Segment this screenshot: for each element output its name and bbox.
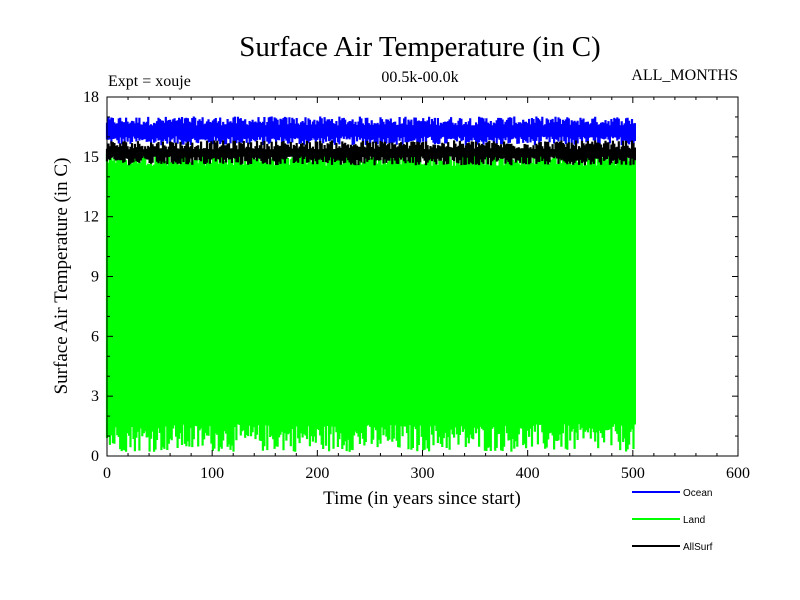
series-land (105, 147, 636, 452)
subtitle-left: Expt = xouje (108, 73, 191, 90)
legend-item-land: Land (632, 515, 705, 526)
legend-label: Ocean (683, 488, 712, 499)
x-tick-label: 200 (305, 465, 329, 482)
y-axis-label: Surface Air Temperature (in C) (51, 158, 72, 395)
plot-area (105, 116, 636, 452)
legend-item-ocean: Ocean (632, 488, 712, 499)
subtitle-center: 00.5k-00.0k (381, 69, 458, 86)
y-tick-label: 12 (83, 209, 99, 226)
x-tick-label: 300 (411, 465, 435, 482)
x-tick-label: 400 (516, 465, 540, 482)
subtitle-right: ALL_MONTHS (631, 67, 738, 84)
legend-label: AllSurf (683, 542, 713, 553)
series-ocean (105, 116, 636, 146)
x-axis-label: Time (in years since start) (323, 488, 521, 509)
series-trace-ocean (105, 116, 636, 146)
legend-label: Land (683, 515, 705, 526)
y-tick-label: 0 (91, 448, 99, 465)
y-tick-label: 9 (91, 269, 99, 286)
x-tick-label: 500 (621, 465, 645, 482)
legend: Ocean Land AllSurf (632, 488, 713, 553)
y-tick-label: 3 (91, 388, 99, 405)
y-tick-label: 15 (83, 149, 99, 166)
y-tick-label: 18 (83, 89, 99, 106)
series-trace-land (105, 147, 636, 452)
x-tick-label: 100 (200, 465, 224, 482)
y-tick-label: 6 (91, 328, 99, 345)
legend-item-allsurf: AllSurf (632, 542, 713, 553)
x-tick-label: 0 (103, 465, 111, 482)
chart-title: Surface Air Temperature (in C) (239, 31, 600, 63)
x-tick-label: 600 (726, 465, 750, 482)
axes: 0 100 200 300 400 500 600 0 3 6 9 12 15 18 (83, 89, 750, 482)
